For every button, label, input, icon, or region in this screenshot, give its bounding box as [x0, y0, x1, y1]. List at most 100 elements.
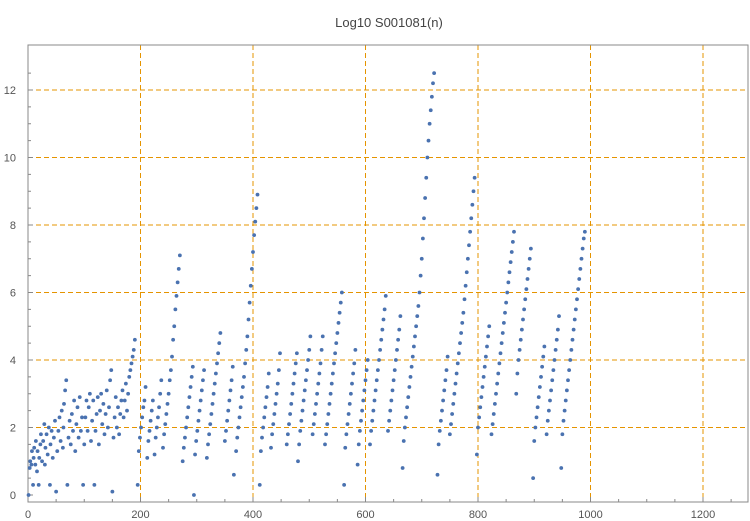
- data-point: [40, 459, 44, 464]
- data-point: [231, 472, 236, 477]
- data-point: [130, 354, 135, 359]
- data-point: [187, 395, 192, 400]
- data-point: [245, 334, 250, 339]
- data-point: [451, 401, 456, 406]
- data-point: [159, 378, 164, 383]
- data-point: [352, 361, 357, 366]
- data-point: [222, 439, 227, 443]
- data-point: [226, 408, 231, 413]
- data-point: [31, 482, 35, 487]
- data-point: [299, 418, 304, 423]
- data-point: [347, 401, 352, 406]
- data-point: [471, 189, 476, 194]
- data-point: [526, 266, 531, 271]
- data-point: [91, 398, 96, 403]
- data-point: [192, 493, 196, 497]
- data-point: [370, 418, 375, 423]
- data-point: [416, 304, 421, 308]
- plot-frame: [27, 44, 749, 503]
- data-point: [253, 219, 258, 224]
- data-point: [317, 371, 322, 376]
- data-point: [498, 351, 503, 356]
- data-point: [486, 334, 491, 339]
- data-point: [269, 445, 273, 450]
- data-point: [431, 81, 435, 86]
- data-point: [449, 422, 453, 427]
- data-point: [454, 371, 459, 376]
- data-point: [464, 270, 469, 275]
- data-point: [548, 398, 552, 403]
- data-point: [173, 307, 178, 312]
- data-point: [146, 439, 151, 443]
- data-point: [303, 378, 308, 383]
- data-point: [462, 297, 467, 302]
- data-point: [545, 418, 550, 423]
- data-point: [569, 347, 574, 352]
- data-point: [524, 287, 529, 292]
- data-point: [263, 405, 268, 410]
- data-point: [568, 358, 573, 362]
- data-point: [338, 300, 343, 305]
- data-point: [359, 418, 363, 423]
- data-point: [129, 361, 134, 366]
- data-point: [428, 108, 433, 113]
- data-point: [432, 71, 437, 76]
- data-point: [437, 428, 442, 433]
- data-point: [135, 482, 140, 487]
- data-point: [392, 368, 397, 373]
- data-point: [235, 435, 240, 440]
- data-point: [377, 358, 381, 362]
- data-point: [170, 354, 174, 359]
- data-point: [581, 236, 586, 241]
- data-point: [542, 344, 547, 349]
- data-point: [108, 378, 113, 383]
- data-point: [387, 418, 392, 423]
- data-point: [190, 364, 195, 369]
- data-point: [463, 283, 468, 288]
- data-point: [42, 462, 47, 467]
- data-point: [436, 442, 441, 447]
- data-point: [364, 368, 369, 373]
- data-point: [297, 442, 302, 447]
- data-point: [81, 482, 86, 487]
- data-point: [212, 381, 217, 386]
- data-point: [396, 337, 401, 342]
- data-point: [308, 334, 313, 339]
- data-point: [183, 435, 187, 440]
- data-point: [287, 422, 291, 427]
- data-point: [184, 425, 188, 430]
- data-point: [149, 408, 154, 413]
- y-tick-label: 12: [4, 85, 16, 97]
- data-point: [216, 351, 221, 356]
- data-point: [142, 398, 147, 403]
- data-point: [346, 412, 351, 416]
- data-point: [525, 277, 530, 281]
- data-point: [561, 418, 566, 423]
- data-point: [314, 401, 318, 406]
- data-point: [109, 368, 114, 373]
- data-point: [393, 358, 398, 362]
- data-point: [404, 415, 408, 420]
- data-point: [469, 216, 474, 221]
- data-point: [408, 374, 413, 379]
- data-point: [516, 358, 521, 362]
- data-point: [193, 452, 197, 457]
- data-point: [553, 347, 558, 352]
- data-point: [174, 293, 179, 298]
- data-point: [285, 432, 290, 437]
- data-point: [238, 405, 243, 410]
- data-point: [494, 391, 498, 396]
- data-point: [470, 202, 475, 207]
- data-point: [305, 368, 309, 373]
- data-point: [83, 415, 88, 420]
- data-point: [54, 489, 59, 494]
- data-point: [521, 317, 525, 322]
- data-point: [44, 432, 49, 437]
- data-point: [126, 391, 131, 396]
- data-point: [158, 391, 163, 396]
- data-point: [492, 401, 497, 406]
- data-point: [111, 435, 116, 440]
- data-point: [92, 482, 97, 487]
- data-point: [248, 283, 253, 288]
- y-tick-label: 8: [10, 220, 16, 232]
